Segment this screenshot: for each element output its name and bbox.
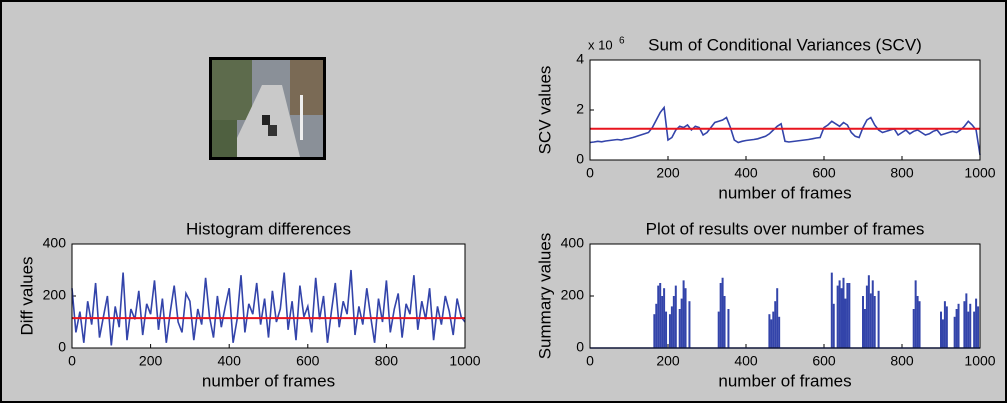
x-axis-label: number of frames bbox=[202, 371, 335, 390]
thumbnail-grass bbox=[212, 120, 237, 157]
y-tick-label: 2 bbox=[576, 101, 584, 117]
axes-background bbox=[590, 244, 980, 348]
y-tick-label: 200 bbox=[561, 287, 585, 303]
thumbnail-car bbox=[262, 115, 270, 125]
x-tick-label: 600 bbox=[812, 353, 836, 369]
thumbnail-building bbox=[290, 60, 323, 115]
x-tick-label: 200 bbox=[656, 353, 680, 369]
x-tick-label: 200 bbox=[656, 165, 680, 181]
axes-frame bbox=[71, 243, 466, 349]
y-tick-label: 0 bbox=[576, 151, 584, 167]
y-tick-label: 0 bbox=[576, 339, 584, 355]
x-axis-label: number of frames bbox=[718, 183, 851, 202]
x-tick-label: 600 bbox=[812, 165, 836, 181]
chart-title: Histogram differences bbox=[186, 219, 351, 238]
thumbnail-sign bbox=[300, 95, 303, 140]
chart-title: Plot of results over number of frames bbox=[646, 219, 925, 238]
x-tick-label: 800 bbox=[890, 353, 914, 369]
x-tick-label: 1000 bbox=[964, 165, 995, 181]
y-tick-label: 200 bbox=[43, 287, 67, 303]
y-tick-label: 4 bbox=[576, 51, 584, 67]
y-axis-label: Diff values bbox=[17, 256, 36, 335]
x-tick-label: 0 bbox=[586, 165, 594, 181]
chart-title: Sum of Conditional Variances (SCV) bbox=[648, 35, 922, 54]
axes-frame bbox=[589, 243, 981, 349]
y-tick-label: 400 bbox=[43, 235, 67, 251]
y-axis-label: SCV values bbox=[535, 66, 554, 155]
y-tick-label: 400 bbox=[561, 235, 585, 251]
y-scale-label: x 10 bbox=[588, 37, 613, 52]
x-tick-label: 1000 bbox=[964, 353, 995, 369]
x-tick-label: 1000 bbox=[449, 353, 480, 369]
x-tick-label: 800 bbox=[890, 165, 914, 181]
axes-background bbox=[590, 60, 980, 160]
x-axis-label: number of frames bbox=[718, 371, 851, 390]
x-tick-label: 600 bbox=[296, 353, 320, 369]
axes-frame bbox=[589, 59, 981, 161]
y-tick-label: 0 bbox=[58, 339, 66, 355]
data-line bbox=[71, 269, 466, 346]
thumbnail-car bbox=[268, 125, 277, 136]
thumbnail-trees bbox=[212, 60, 252, 120]
x-tick-label: 800 bbox=[375, 353, 399, 369]
x-tick-label: 200 bbox=[139, 353, 163, 369]
data-line bbox=[589, 105, 981, 156]
video-thumbnail bbox=[209, 57, 326, 160]
y-axis-label: Summary values bbox=[535, 233, 554, 360]
x-tick-label: 400 bbox=[734, 165, 758, 181]
x-tick-label: 0 bbox=[586, 353, 594, 369]
x-tick-label: 400 bbox=[218, 353, 242, 369]
x-tick-label: 400 bbox=[734, 353, 758, 369]
x-tick-label: 0 bbox=[68, 353, 76, 369]
y-scale-exponent: 6 bbox=[619, 36, 625, 47]
